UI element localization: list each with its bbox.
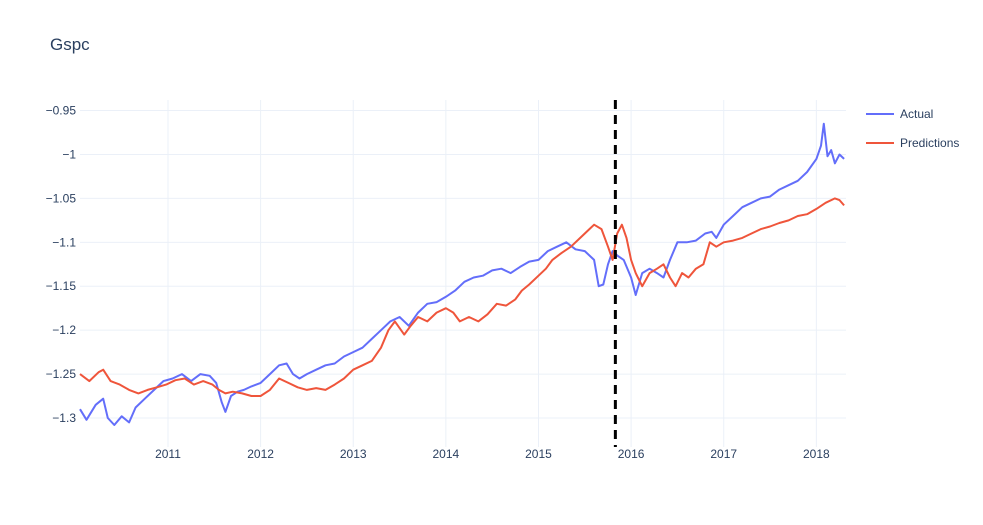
legend[interactable]: Actual Predictions (866, 107, 959, 150)
legend-label: Actual (900, 107, 933, 121)
y-tick-label: −0.95 (46, 104, 77, 118)
x-tick-label: 2012 (247, 447, 274, 461)
x-tick-label: 2014 (433, 447, 460, 461)
x-tick-label: 2013 (340, 447, 367, 461)
series-layer (79, 122, 845, 426)
series-line-predictions (79, 197, 845, 397)
x-axis-ticks: 2011 2012 2013 2014 2015 2016 2017 2018 (155, 447, 830, 461)
y-tick-label: −1.1 (52, 235, 76, 249)
y-tick-label: −1.05 (46, 191, 77, 205)
grid (80, 100, 846, 447)
chart-title: Gspc (50, 35, 90, 54)
y-tick-label: −1.15 (46, 279, 77, 293)
y-axis-ticks: −0.95 −1 −1.05 −1.1 −1.15 −1.2 −1.25 −1.3 (46, 104, 77, 425)
legend-item-actual[interactable]: Actual (866, 107, 933, 121)
x-tick-label: 2011 (155, 447, 181, 461)
legend-item-predictions[interactable]: Predictions (866, 136, 959, 150)
x-tick-label: 2018 (803, 447, 830, 461)
x-tick-label: 2015 (525, 447, 552, 461)
y-tick-label: −1.2 (52, 323, 76, 337)
legend-label: Predictions (900, 136, 959, 150)
x-tick-label: 2016 (618, 447, 645, 461)
series-line-actual (79, 122, 845, 426)
y-tick-label: −1.25 (46, 367, 77, 381)
y-tick-label: −1.3 (52, 411, 76, 425)
y-tick-label: −1 (62, 147, 76, 161)
x-tick-label: 2017 (710, 447, 737, 461)
